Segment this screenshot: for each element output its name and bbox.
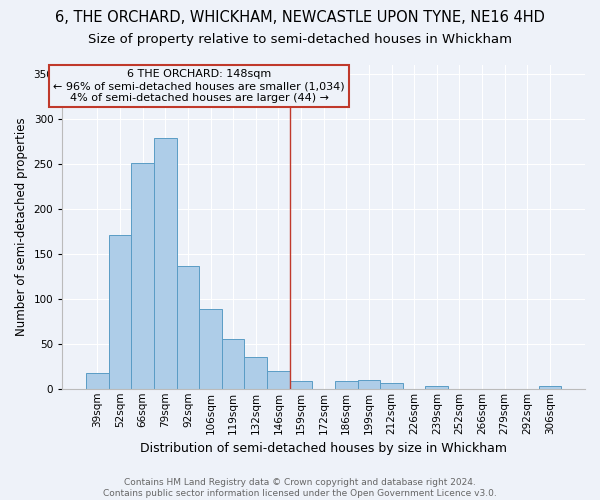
Text: Size of property relative to semi-detached houses in Whickham: Size of property relative to semi-detach… bbox=[88, 32, 512, 46]
Bar bbox=[154, 138, 176, 389]
Bar bbox=[358, 380, 380, 389]
Bar bbox=[539, 386, 561, 389]
Bar bbox=[380, 384, 403, 389]
Bar bbox=[199, 308, 222, 389]
Bar bbox=[86, 374, 109, 389]
Bar bbox=[335, 380, 358, 389]
Bar bbox=[267, 371, 290, 389]
Y-axis label: Number of semi-detached properties: Number of semi-detached properties bbox=[15, 118, 28, 336]
Bar bbox=[109, 235, 131, 389]
Bar bbox=[222, 340, 244, 389]
Bar bbox=[290, 380, 313, 389]
Text: 6, THE ORCHARD, WHICKHAM, NEWCASTLE UPON TYNE, NE16 4HD: 6, THE ORCHARD, WHICKHAM, NEWCASTLE UPON… bbox=[55, 10, 545, 25]
Bar bbox=[131, 163, 154, 389]
X-axis label: Distribution of semi-detached houses by size in Whickham: Distribution of semi-detached houses by … bbox=[140, 442, 507, 455]
Bar bbox=[176, 266, 199, 389]
Text: Contains HM Land Registry data © Crown copyright and database right 2024.
Contai: Contains HM Land Registry data © Crown c… bbox=[103, 478, 497, 498]
Bar bbox=[425, 386, 448, 389]
Bar bbox=[244, 358, 267, 389]
Text: 6 THE ORCHARD: 148sqm
← 96% of semi-detached houses are smaller (1,034)
4% of se: 6 THE ORCHARD: 148sqm ← 96% of semi-deta… bbox=[53, 70, 345, 102]
